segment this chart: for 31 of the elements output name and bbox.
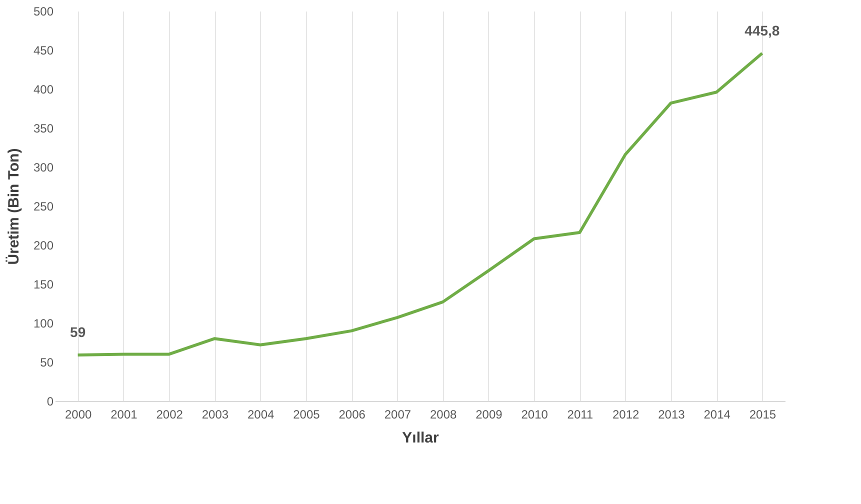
y-tick-label: 100 [33,316,54,330]
x-tick-label: 2011 [567,408,594,422]
x-tick-label: 2012 [612,408,640,422]
y-tick-label: 250 [33,200,54,214]
y-tick-label: 500 [33,4,54,18]
x-tick-label: 2010 [521,408,548,422]
x-tick-label: 2001 [110,408,138,422]
y-tick-label: 350 [33,122,54,136]
x-tick-label: 2014 [704,408,731,422]
x-tick-label: 2015 [749,408,776,422]
y-tick-label: 150 [33,278,54,292]
x-tick-label: 2005 [293,408,320,422]
y-tick-label: 50 [40,356,54,370]
y-tick-label: 0 [46,394,54,408]
x-tick-label: 2013 [658,408,686,422]
data-label: 445,8 [744,22,780,38]
y-tick-label: 200 [33,238,54,252]
x-tick-label: 2007 [384,408,412,422]
y-axis-title: Üretim (Bin Ton) [5,148,22,265]
x-tick-label: 2008 [430,408,457,422]
x-tick-label: 2004 [247,408,274,422]
x-axis-title: Yıllar [402,430,440,446]
x-tick-label: 2000 [64,408,92,422]
x-tick-label: 2002 [156,408,184,422]
data-label: 59 [70,324,86,340]
x-tick-label: 2006 [338,408,366,422]
x-tick-label: 2009 [476,408,503,422]
y-tick-label: 400 [33,82,54,96]
y-tick-label: 300 [33,160,54,174]
x-tick-label: 2003 [202,408,229,422]
y-tick-label: 450 [33,44,54,58]
